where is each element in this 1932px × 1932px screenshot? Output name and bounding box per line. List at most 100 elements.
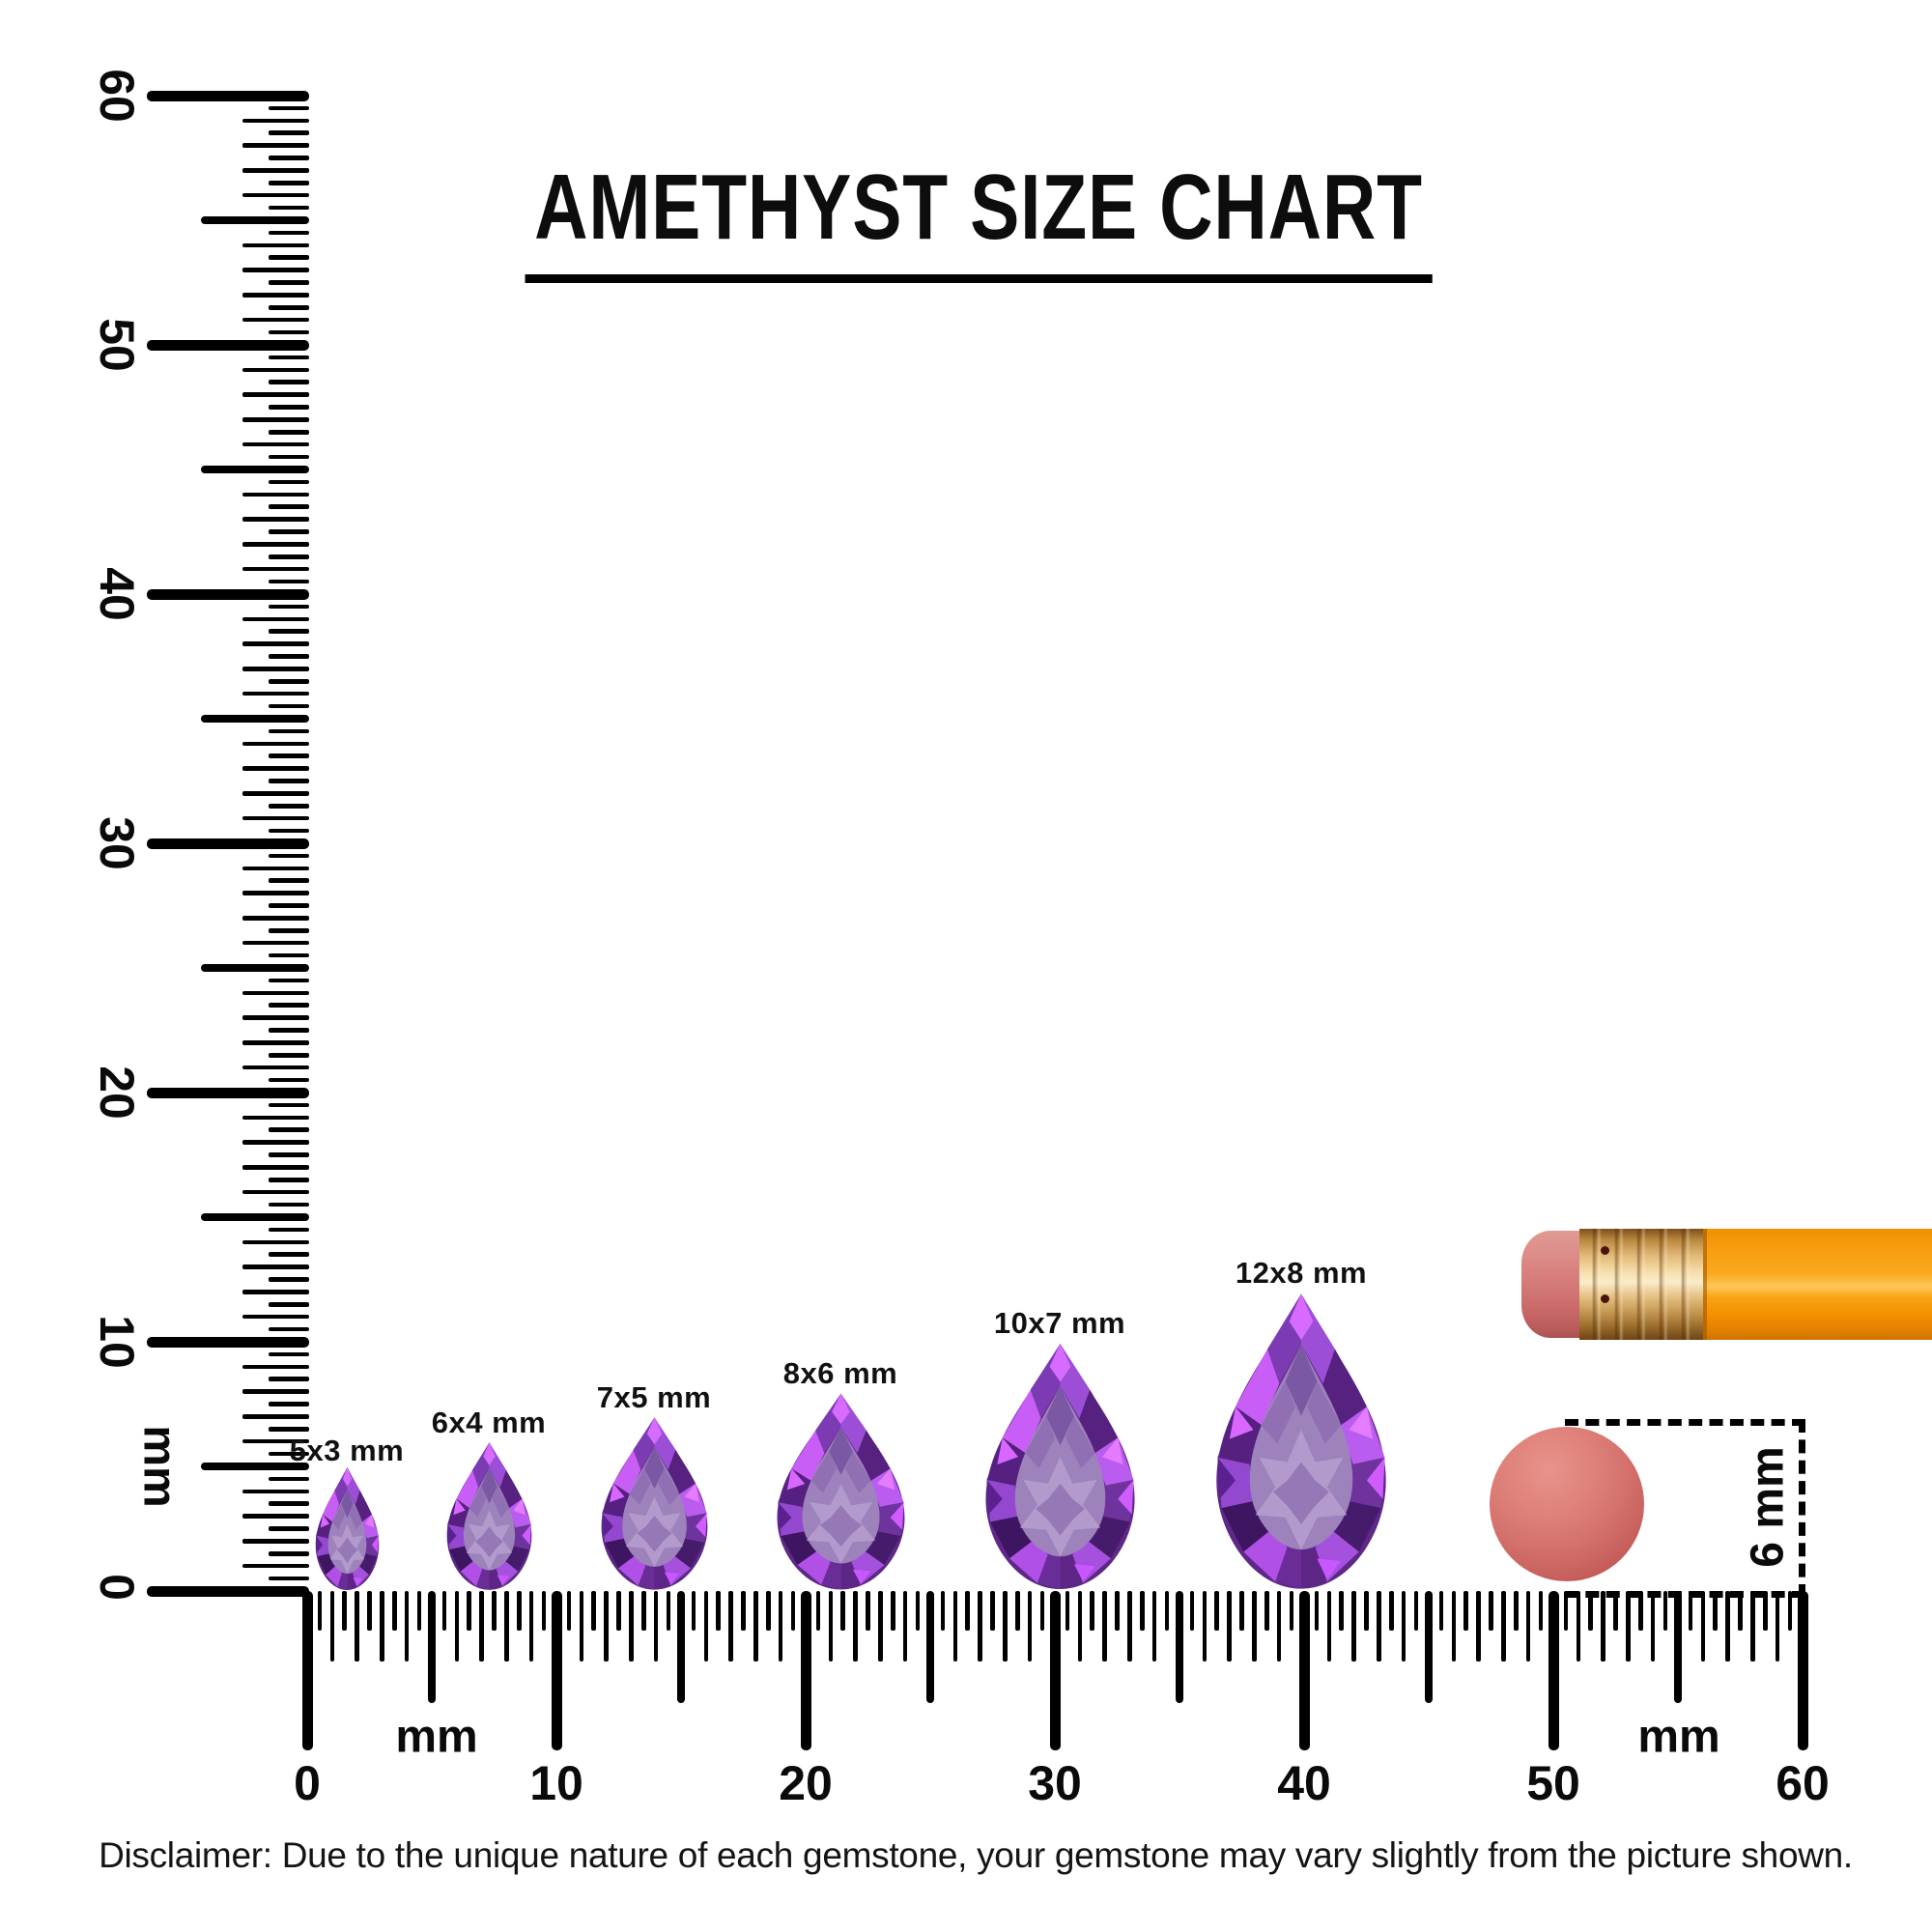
six-mm-measure-box bbox=[1565, 1419, 1805, 1598]
page-title-text: AMETHYST SIZE CHART bbox=[525, 155, 1433, 283]
horizontal-ruler-tick bbox=[1662, 1591, 1668, 1631]
horizontal-ruler-tick bbox=[1588, 1591, 1593, 1631]
vertical-ruler-tick bbox=[201, 715, 309, 723]
vertical-ruler-tick bbox=[242, 940, 309, 946]
horizontal-ruler-tick bbox=[1339, 1591, 1344, 1631]
gem-label-7x5: 7x5 mm bbox=[596, 1380, 712, 1414]
vertical-ruler-tick bbox=[242, 1514, 309, 1519]
horizontal-ruler-tick bbox=[479, 1591, 484, 1662]
vertical-ruler-tick bbox=[269, 654, 309, 659]
gem-label-10x7: 10x7 mm bbox=[993, 1306, 1126, 1340]
h-ruler-label-30: 30 bbox=[1028, 1756, 1082, 1810]
horizontal-ruler-tick bbox=[616, 1591, 621, 1631]
h-ruler-label-20: 20 bbox=[779, 1756, 833, 1810]
horizontal-ruler-tick bbox=[990, 1591, 995, 1631]
vertical-ruler-tick bbox=[269, 1377, 309, 1381]
vertical-ruler-tick bbox=[269, 1351, 309, 1357]
vertical-ruler-tick bbox=[269, 1202, 309, 1208]
horizontal-ruler-tick bbox=[1775, 1591, 1780, 1662]
vertical-ruler-tick bbox=[242, 492, 309, 497]
vertical-ruler-tick bbox=[269, 1077, 309, 1083]
horizontal-ruler-tick bbox=[965, 1591, 970, 1631]
vertical-ruler-tick bbox=[269, 430, 309, 435]
horizontal-ruler-tick bbox=[666, 1591, 671, 1631]
vertical-ruler-tick bbox=[242, 1264, 309, 1269]
horizontal-ruler-tick bbox=[800, 1591, 811, 1750]
v-ruler-label-0: 0 bbox=[90, 1574, 144, 1601]
vertical-ruler-tick bbox=[269, 1302, 309, 1307]
horizontal-ruler-tick bbox=[1090, 1591, 1094, 1631]
horizontal-ruler-tick bbox=[380, 1591, 384, 1662]
vertical-ruler-tick bbox=[269, 230, 309, 236]
vertical-ruler-tick bbox=[269, 779, 309, 783]
vertical-ruler-tick bbox=[147, 1087, 309, 1098]
horizontal-ruler-tick bbox=[978, 1591, 982, 1662]
horizontal-ruler-tick bbox=[1202, 1591, 1208, 1662]
vertical-ruler-tick bbox=[269, 529, 309, 534]
horizontal-ruler-tick bbox=[1289, 1591, 1294, 1631]
vertical-ruler-tick bbox=[269, 1501, 309, 1506]
horizontal-ruler-tick bbox=[741, 1591, 746, 1631]
gem-12x8 bbox=[1202, 1292, 1401, 1591]
horizontal-ruler-tick bbox=[504, 1591, 509, 1662]
horizontal-ruler-tick bbox=[840, 1591, 845, 1631]
horizontal-ruler-tick bbox=[1314, 1591, 1320, 1631]
vertical-ruler-tick bbox=[269, 454, 309, 460]
vertical-ruler-tick bbox=[242, 791, 309, 796]
horizontal-ruler-tick bbox=[878, 1591, 883, 1662]
horizontal-ruler-tick bbox=[604, 1591, 609, 1662]
horizontal-ruler-tick bbox=[1227, 1591, 1232, 1662]
horizontal-ruler-tick bbox=[355, 1591, 359, 1662]
horizontal-ruler-tick bbox=[1425, 1591, 1433, 1703]
horizontal-ruler-tick bbox=[677, 1591, 685, 1703]
vertical-ruler-tick bbox=[269, 629, 309, 634]
horizontal-ruler-tick bbox=[1576, 1591, 1581, 1662]
vertical-ruler-tick bbox=[242, 293, 309, 298]
horizontal-ruler-tick bbox=[517, 1591, 522, 1631]
vertical-ruler-tick bbox=[269, 1576, 309, 1581]
vertical-ruler-tick bbox=[201, 964, 309, 972]
horizontal-ruler-tick bbox=[1027, 1591, 1033, 1662]
vertical-ruler-tick bbox=[269, 804, 309, 809]
vertical-ruler-tick bbox=[269, 305, 309, 310]
vertical-ruler-tick bbox=[269, 978, 309, 983]
horizontal-ruler-tick bbox=[926, 1591, 934, 1703]
vertical-ruler-tick bbox=[242, 1065, 309, 1070]
vertical-ruler-tick bbox=[242, 641, 309, 646]
horizontal-ruler-tick bbox=[392, 1591, 397, 1631]
vertical-ruler-tick bbox=[242, 1165, 309, 1170]
vertical-ruler-tick bbox=[269, 280, 309, 285]
horizontal-ruler-tick bbox=[579, 1591, 584, 1662]
horizontal-ruler-tick bbox=[428, 1591, 436, 1703]
vertical-ruler-tick bbox=[269, 1427, 309, 1432]
horizontal-ruler-tick bbox=[1377, 1591, 1381, 1662]
vertical-ruler-tick bbox=[242, 891, 309, 895]
vertical-ruler-tick bbox=[269, 156, 309, 160]
horizontal-ruler-tick bbox=[691, 1591, 696, 1631]
horizontal-ruler-tick bbox=[1077, 1591, 1083, 1662]
horizontal-ruler-tick bbox=[902, 1591, 908, 1662]
page-title: AMETHYST SIZE CHART bbox=[412, 155, 1546, 283]
vertical-ruler-tick bbox=[269, 1003, 309, 1008]
horizontal-ruler-tick bbox=[753, 1591, 758, 1662]
horizontal-ruler-tick bbox=[1750, 1591, 1755, 1662]
horizontal-ruler-tick bbox=[1638, 1591, 1643, 1631]
vertical-ruler-tick bbox=[242, 691, 309, 696]
vertical-ruler-tick bbox=[242, 1040, 309, 1045]
vertical-ruler-tick bbox=[269, 554, 309, 559]
v-ruler-label-50: 50 bbox=[90, 318, 144, 372]
horizontal-ruler-tick bbox=[1389, 1591, 1394, 1631]
h-ruler-unit-mm-left: mm bbox=[395, 1711, 478, 1763]
horizontal-ruler-tick bbox=[1351, 1591, 1356, 1662]
horizontal-ruler-tick bbox=[416, 1591, 422, 1631]
gem-6x4 bbox=[440, 1441, 539, 1591]
horizontal-ruler-tick bbox=[778, 1591, 783, 1662]
vertical-ruler-tick bbox=[269, 828, 309, 834]
vertical-ruler-tick bbox=[269, 1227, 309, 1233]
vertical-ruler-tick bbox=[269, 1526, 309, 1531]
v-ruler-label-60: 60 bbox=[90, 69, 144, 123]
vertical-ruler-tick bbox=[269, 1028, 309, 1033]
vertical-ruler-tick bbox=[242, 566, 309, 572]
horizontal-ruler-tick bbox=[1003, 1591, 1008, 1662]
vertical-ruler-tick bbox=[269, 405, 309, 410]
